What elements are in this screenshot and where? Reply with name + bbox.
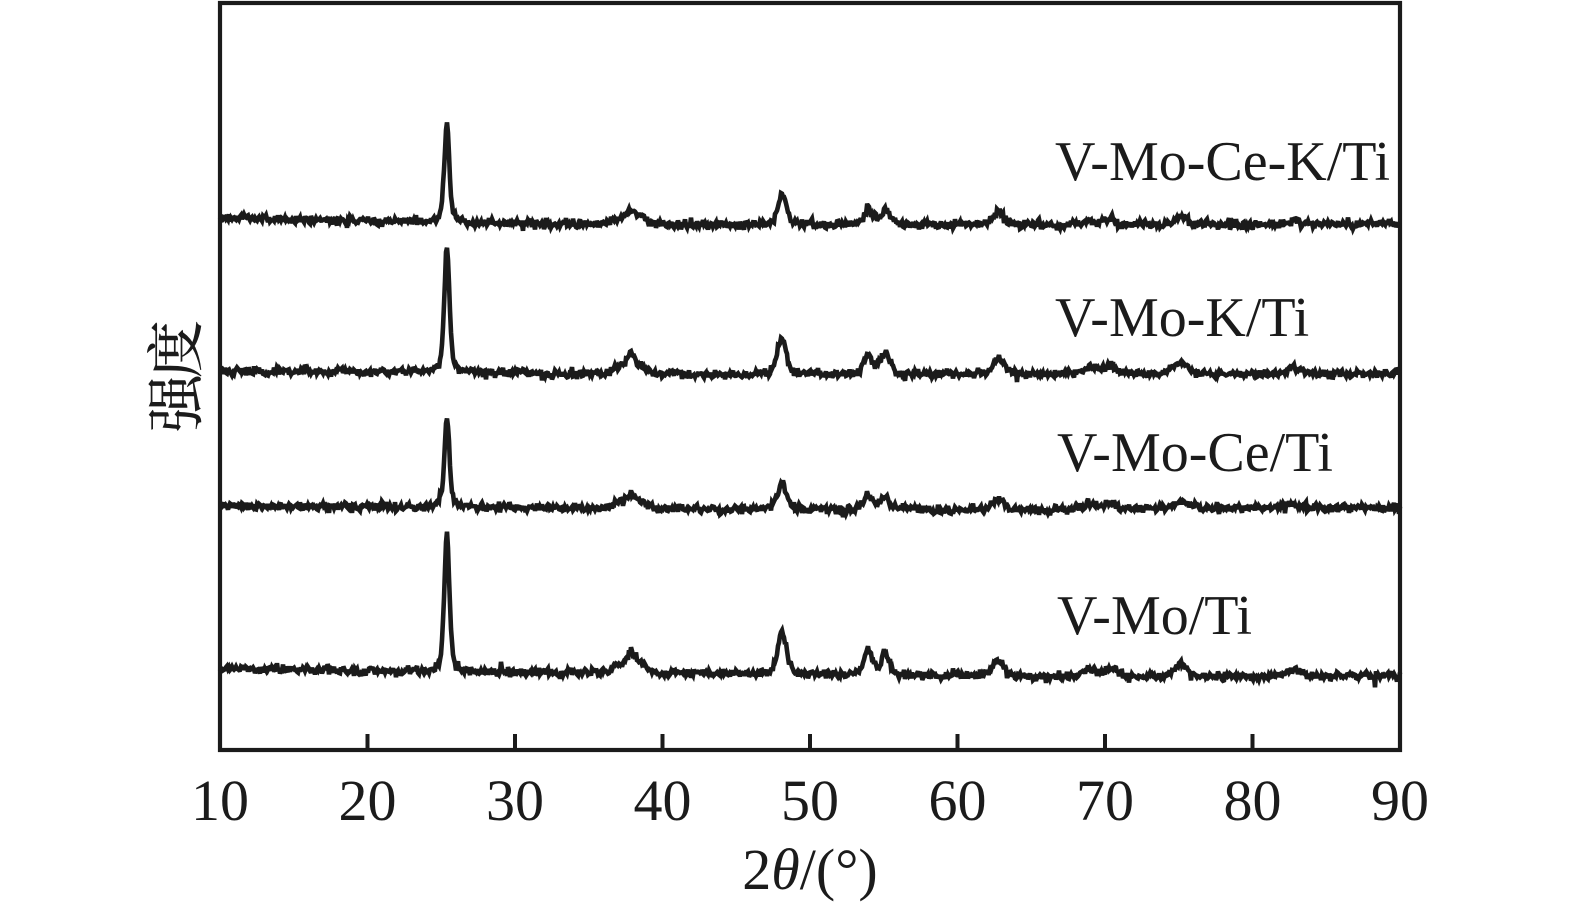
svg-text:V-Mo-Ce/Ti: V-Mo-Ce/Ti	[1057, 422, 1333, 484]
svg-text:90: 90	[1371, 768, 1429, 833]
svg-text:2θ/(°): 2θ/(°)	[742, 837, 877, 902]
svg-text:10: 10	[191, 768, 249, 833]
svg-text:70: 70	[1076, 768, 1134, 833]
svg-text:20: 20	[339, 768, 397, 833]
svg-text:V-Mo/Ti: V-Mo/Ti	[1057, 585, 1252, 647]
svg-text:50: 50	[781, 768, 839, 833]
svg-text:30: 30	[486, 768, 544, 833]
svg-text:80: 80	[1224, 768, 1282, 833]
svg-text:V-Mo-Ce-K/Ti: V-Mo-Ce-K/Ti	[1055, 131, 1390, 193]
svg-text:60: 60	[929, 768, 987, 833]
svg-text:V-Mo-K/Ti: V-Mo-K/Ti	[1055, 287, 1309, 349]
svg-text:40: 40	[634, 768, 692, 833]
